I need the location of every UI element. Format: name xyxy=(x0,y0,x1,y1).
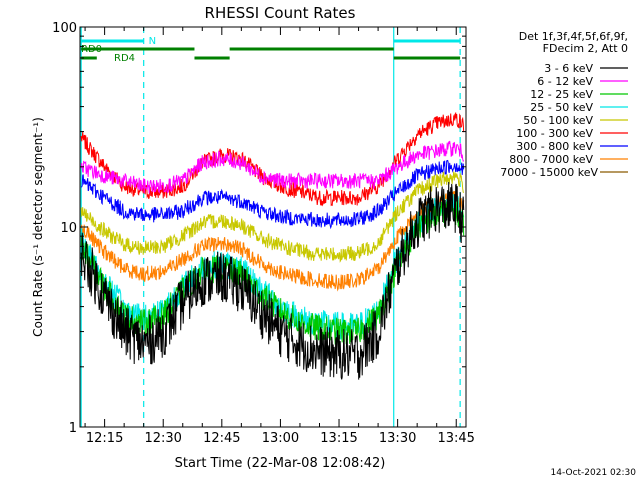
y-tick-label: 100 xyxy=(52,21,77,36)
legend-label: 12 - 25 keV xyxy=(530,88,593,101)
series-line xyxy=(80,190,465,292)
x-tick-label: 12:30 xyxy=(144,431,181,446)
x-tick-label: 13:00 xyxy=(262,431,299,446)
x-tick-label: 13:45 xyxy=(437,431,474,446)
legend-label: 50 - 100 keV xyxy=(523,114,593,127)
legend-label: 25 - 50 keV xyxy=(530,101,593,114)
x-tick-label: 12:45 xyxy=(203,431,240,446)
flag-bars: N RD0 RD4 xyxy=(81,36,461,64)
legend-label: 800 - 7000 keV xyxy=(509,153,593,166)
y-axis-label: Count Rate (s⁻¹ detector segment⁻¹) xyxy=(31,117,45,337)
night-label: N xyxy=(149,36,156,47)
decim-label-rd0: RD0 xyxy=(81,44,102,55)
decim-label-rd4: RD4 xyxy=(114,53,135,64)
chart-title: RHESSI Count Rates xyxy=(205,4,356,22)
legend-header-line-2: FDecim 2, Att 0 xyxy=(543,42,628,55)
timestamp: 14-Oct-2021 02:30 xyxy=(551,468,637,478)
legend-label: 300 - 800 keV xyxy=(516,140,593,153)
y-tick-label: 1 xyxy=(69,421,77,436)
legend-label: 6 - 12 keV xyxy=(537,75,593,88)
series-line xyxy=(80,171,465,263)
legend-label: 7000 - 15000 keV xyxy=(500,166,598,179)
x-axis-label: Start Time (22-Mar-08 12:08:42) xyxy=(175,456,386,471)
y-tick-label: 10 xyxy=(60,221,77,236)
plot-frame xyxy=(79,26,467,428)
vertical-marker-lines xyxy=(80,27,461,427)
series-line xyxy=(80,181,465,380)
legend-header-line-1: Det 1f,3f,4f,5f,6f,9f, xyxy=(519,30,628,43)
series-line xyxy=(80,140,465,194)
x-tick-label: 12:15 xyxy=(86,431,123,446)
x-tick-label: 13:30 xyxy=(379,431,416,446)
legend-label: 100 - 300 keV xyxy=(516,127,593,140)
x-tick-label: 13:15 xyxy=(320,431,357,446)
series-layer xyxy=(80,112,465,380)
series-line xyxy=(80,112,465,207)
series-line xyxy=(80,159,465,230)
axes: 12:15 12:30 12:45 13:00 13:15 13:30 13:45 1 10 10… xyxy=(52,21,475,446)
legend-label: 3 - 6 keV xyxy=(544,62,593,75)
series-line xyxy=(80,198,465,345)
